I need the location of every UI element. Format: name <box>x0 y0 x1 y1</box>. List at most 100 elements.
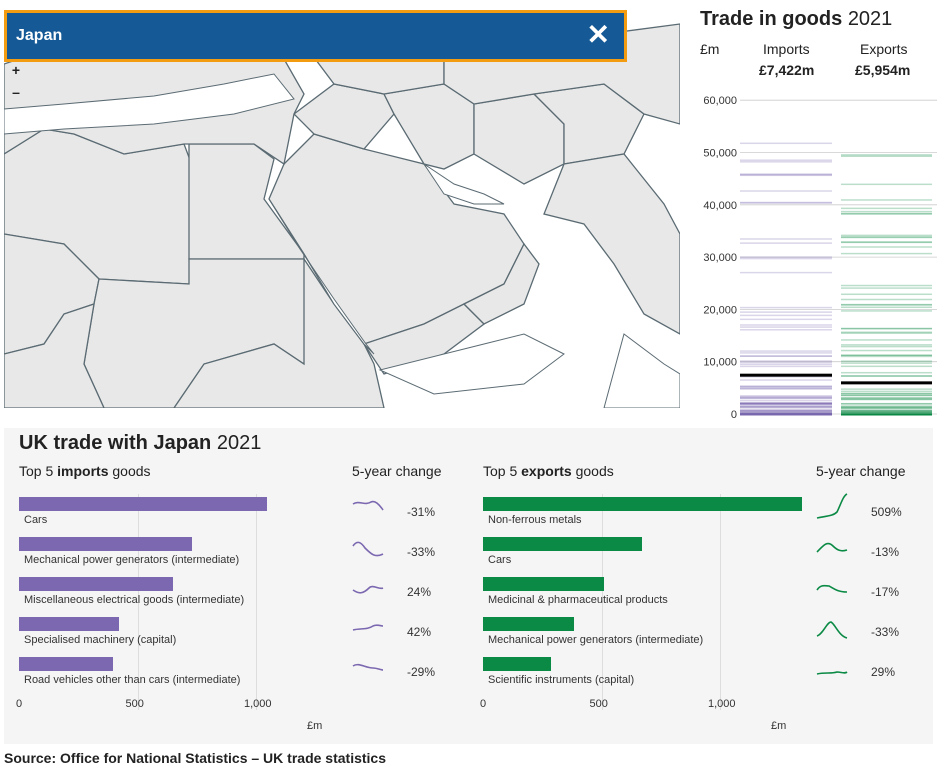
country-strip[interactable] <box>841 411 932 413</box>
country-strip[interactable] <box>841 394 932 397</box>
country-strip[interactable] <box>841 241 932 243</box>
country-strip[interactable] <box>740 412 832 414</box>
country-strip[interactable] <box>740 405 832 408</box>
country-strip[interactable] <box>841 394 932 396</box>
country-strip[interactable] <box>740 403 832 405</box>
exports-bar[interactable] <box>483 657 551 671</box>
exports-bar[interactable] <box>483 617 575 631</box>
country-strip[interactable] <box>841 388 932 390</box>
country-strip[interactable] <box>841 339 932 341</box>
country-strip[interactable] <box>841 362 932 364</box>
country-strip[interactable] <box>740 352 832 354</box>
country-strip[interactable] <box>740 413 832 415</box>
country-strip[interactable] <box>740 413 832 416</box>
country-strip[interactable] <box>841 413 932 416</box>
country-strip[interactable] <box>841 411 932 414</box>
country-strip[interactable] <box>740 407 832 409</box>
country-strip[interactable] <box>841 375 932 377</box>
country-strip[interactable] <box>841 355 932 358</box>
country-strip[interactable] <box>740 385 832 388</box>
country-strip[interactable] <box>740 363 832 366</box>
country-strip[interactable] <box>740 142 832 145</box>
country-strip[interactable] <box>841 413 932 416</box>
country-strip[interactable] <box>740 413 832 416</box>
country-strip[interactable] <box>740 410 832 413</box>
country-strip[interactable] <box>740 386 832 389</box>
exports-bar[interactable] <box>483 577 604 591</box>
country-strip[interactable] <box>841 407 932 409</box>
country-strip[interactable] <box>740 413 832 416</box>
country-strip[interactable] <box>740 173 832 175</box>
country-strip[interactable] <box>841 332 932 334</box>
country-strip[interactable] <box>740 385 832 388</box>
country-strip[interactable] <box>740 402 832 405</box>
country-strip[interactable] <box>841 413 932 416</box>
country-strip[interactable] <box>740 174 832 176</box>
country-strip[interactable] <box>841 406 932 409</box>
country-strip[interactable] <box>841 413 932 415</box>
country-strip[interactable] <box>740 412 832 415</box>
zoom-in-button[interactable]: + <box>11 62 21 78</box>
country-strip[interactable] <box>740 387 832 390</box>
country-strip[interactable] <box>740 412 832 414</box>
country-strip[interactable] <box>841 183 932 186</box>
country-strip[interactable] <box>841 207 932 210</box>
country-strip[interactable] <box>841 413 932 416</box>
country-strip[interactable] <box>841 393 932 395</box>
country-strip[interactable] <box>841 252 932 255</box>
country-strip[interactable] <box>841 234 932 237</box>
country-strip[interactable] <box>841 345 932 348</box>
country-strip[interactable] <box>740 314 832 317</box>
imports-bar[interactable] <box>19 617 119 631</box>
country-strip[interactable] <box>740 409 832 411</box>
country-strip[interactable] <box>740 329 832 331</box>
country-strip[interactable] <box>740 388 832 390</box>
country-strip[interactable] <box>740 413 832 416</box>
country-strip[interactable] <box>841 236 932 239</box>
country-search-box[interactable]: Japan ✕ <box>4 10 627 62</box>
country-strip[interactable] <box>740 410 832 413</box>
country-strip[interactable] <box>841 413 932 416</box>
country-strip[interactable] <box>740 242 832 244</box>
country-strip[interactable] <box>841 360 932 362</box>
country-strip[interactable] <box>841 410 932 412</box>
country-strip[interactable] <box>841 199 932 201</box>
exports-bar[interactable] <box>483 537 642 551</box>
country-strip[interactable] <box>841 411 932 414</box>
country-strip[interactable] <box>841 413 932 416</box>
country-strip[interactable] <box>740 403 832 405</box>
country-strip[interactable] <box>841 213 932 215</box>
country-strip[interactable] <box>740 238 832 240</box>
country-strip[interactable] <box>841 413 932 416</box>
country-strip[interactable] <box>740 402 832 404</box>
country-strip[interactable] <box>740 413 832 415</box>
country-strip[interactable] <box>841 413 932 416</box>
imports-bar[interactable] <box>19 497 267 511</box>
country-strip[interactable] <box>841 298 932 301</box>
country-strip[interactable] <box>740 413 832 416</box>
country-strip[interactable] <box>841 397 932 400</box>
country-strip[interactable] <box>740 397 832 399</box>
country-strip[interactable] <box>841 327 932 330</box>
zoom-out-button[interactable]: – <box>12 84 20 100</box>
country-strip[interactable] <box>740 413 832 415</box>
country-strip[interactable] <box>841 303 932 306</box>
country-strip[interactable] <box>841 413 932 416</box>
country-strip[interactable] <box>740 413 832 415</box>
country-strip[interactable] <box>841 371 932 374</box>
country-strip[interactable] <box>740 413 832 416</box>
country-strip[interactable] <box>740 406 832 409</box>
country-strip[interactable] <box>841 344 932 346</box>
country-strip[interactable] <box>841 398 932 401</box>
country-strip[interactable] <box>740 410 832 413</box>
country-strip[interactable] <box>740 306 832 309</box>
country-strip[interactable] <box>740 413 832 415</box>
country-strip[interactable] <box>841 354 932 357</box>
country-strip[interactable] <box>841 405 932 407</box>
country-strip[interactable] <box>740 360 832 362</box>
country-strip[interactable] <box>841 403 932 405</box>
country-strip[interactable] <box>740 395 832 397</box>
country-strip[interactable] <box>841 396 932 399</box>
country-strip[interactable] <box>740 161 832 163</box>
country-strip[interactable] <box>740 413 832 416</box>
